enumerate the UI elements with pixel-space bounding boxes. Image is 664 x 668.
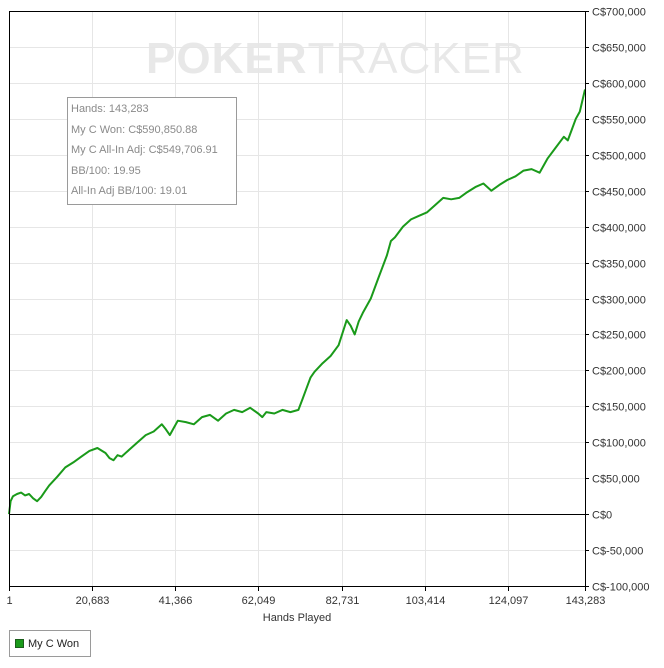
tooltip-won: My C Won: C$590,850.88 xyxy=(71,123,198,136)
x-tick-label: 103,414 xyxy=(406,595,446,607)
watermark-light: TRACKER xyxy=(307,34,525,83)
y-tick-label: C$700,000 xyxy=(592,7,646,19)
legend[interactable]: My C Won xyxy=(9,630,91,657)
y-tick-label: C$200,000 xyxy=(592,366,646,378)
y-tick-label: C$400,000 xyxy=(592,223,646,235)
x-tick-label: 41,366 xyxy=(159,595,193,607)
legend-swatch xyxy=(15,639,24,648)
y-tick-label: C$150,000 xyxy=(592,402,646,414)
stats-tooltip: Hands: 143,283 My C Won: C$590,850.88 My… xyxy=(67,97,237,205)
y-tick-label: C$100,000 xyxy=(592,438,646,450)
y-tick-label: C$-50,000 xyxy=(592,546,643,558)
watermark-logo: POKERTRACKER xyxy=(146,34,525,84)
x-tick-label: 82,731 xyxy=(326,595,360,607)
x-axis-label: Hands Played xyxy=(263,612,332,624)
tooltip-hands: Hands: 143,283 xyxy=(71,103,149,115)
series-line-my-c-won xyxy=(8,89,586,515)
y-tick-label: C$600,000 xyxy=(592,79,646,91)
x-tick-label: 20,683 xyxy=(76,595,110,607)
watermark-bold: POKER xyxy=(146,34,308,83)
legend-label: My C Won xyxy=(28,637,80,650)
x-tick-label: 62,049 xyxy=(242,595,276,607)
x-tick-label: 143,283 xyxy=(566,595,606,607)
y-tick-label: C$-100,000 xyxy=(592,582,650,594)
y-tick-label: C$450,000 xyxy=(592,187,646,199)
tooltip-bb100: BB/100: 19.95 xyxy=(71,164,141,177)
y-tick-label: C$300,000 xyxy=(592,295,646,307)
y-tick-label: C$250,000 xyxy=(592,330,646,342)
tooltip-allin-adj: My C All-In Adj: C$549,706.91 xyxy=(71,144,218,156)
x-axis: 1 20,683 41,366 62,049 82,731 103,414 124,097 1… xyxy=(6,586,605,607)
y-tick-label: C$50,000 xyxy=(592,474,640,486)
tooltip-allin-bb100: All-In Adj BB/100: 19.01 xyxy=(71,185,188,197)
x-tick-label: 1 xyxy=(6,595,12,607)
y-tick-label: C$550,000 xyxy=(592,115,646,127)
y-axis: C$-100,000 C$-50,000 C$0 C$50,000 C$100,000 C… xyxy=(585,7,650,594)
y-tick-label: C$650,000 xyxy=(592,43,646,55)
y-tick-label: C$0 xyxy=(592,510,612,522)
y-tick-label: C$350,000 xyxy=(592,259,646,271)
x-tick-label: 124,097 xyxy=(489,595,529,607)
y-tick-label: C$500,000 xyxy=(592,151,646,163)
